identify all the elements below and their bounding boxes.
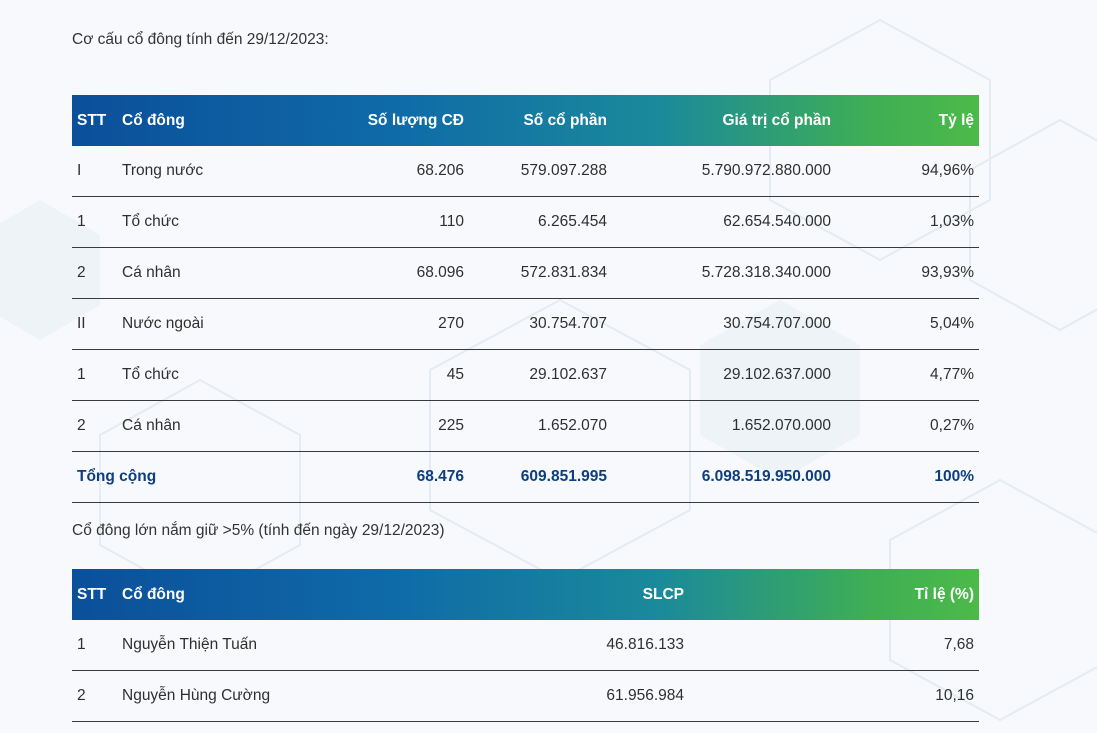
cell-count: 68.096 [277, 247, 469, 299]
cell-shareholder: Cá nhân [117, 400, 277, 452]
cell-ratio: 4,77% [836, 349, 979, 401]
cell-shareholder: Nguyễn Thiện Tuấn [117, 620, 357, 671]
cell-stt: 2 [72, 670, 117, 722]
table-row: I Trong nước 68.206 579.097.288 5.790.97… [72, 146, 979, 197]
cell-count: 68.476 [277, 451, 469, 503]
table-total-row: Tổng cộng 68.476 609.851.995 6.098.519.9… [72, 451, 979, 503]
cell-ratio: 5,04% [836, 298, 979, 350]
cell-shareholder: Nguyễn Hùng Cường [117, 670, 357, 722]
cell-ratio: 7,68 [689, 620, 979, 671]
cell-shares: 6.265.454 [469, 196, 612, 248]
cell-stt: II [72, 298, 117, 350]
cell-shares: 579.097.288 [469, 146, 612, 197]
cell-ratio: 94,96% [836, 146, 979, 197]
cell-value: 5.790.972.880.000 [612, 146, 836, 197]
major-shareholders-caption: Cổ đông lớn nắm giữ >5% (tính đến ngày 2… [72, 522, 445, 539]
cell-ratio: 0,27% [836, 400, 979, 452]
cell-shareholder: Trong nước [117, 146, 277, 197]
table-row: 1 Tổ chức 110 6.265.454 62.654.540.000 1… [72, 196, 979, 248]
cell-ratio: 100% [836, 451, 979, 503]
cell-shares: 1.652.070 [469, 400, 612, 452]
col-header-share-value: Giá trị cổ phần [722, 111, 831, 129]
cell-count: 270 [277, 298, 469, 350]
col-header-shareholder-count: Số lượng CĐ [367, 111, 464, 129]
cell-value: 62.654.540.000 [612, 196, 836, 248]
col-header-shares: Số cổ phần [523, 111, 607, 129]
cell-count: 68.206 [277, 146, 469, 197]
col-header-ratio-percent: Tỉ lệ (%) [914, 585, 974, 603]
table-row: 2 Nguyễn Hùng Cường 61.956.984 10,16 [72, 670, 979, 722]
col-header-stt: STT [77, 111, 107, 129]
cell-shares: 572.831.834 [469, 247, 612, 299]
cell-value: 6.098.519.950.000 [612, 451, 836, 503]
cell-shares: 609.851.995 [469, 451, 612, 503]
cell-shareholder: Tổ chức [117, 349, 277, 401]
table-header-row: STT Cổ đông SLCP Tỉ lệ (%) [72, 569, 979, 620]
cell-value: 5.728.318.340.000 [612, 247, 836, 299]
col-header-stt: STT [77, 585, 107, 603]
cell-slcp: 61.956.984 [357, 670, 689, 722]
table-header-row: STT Cổ đông Số lượng CĐ Số cổ phần Giá t… [72, 95, 979, 146]
cell-shareholder: Cá nhân [117, 247, 277, 299]
cell-stt: 1 [72, 620, 117, 671]
cell-value: 1.652.070.000 [612, 400, 836, 452]
cell-count: 225 [277, 400, 469, 452]
col-header-slcp: SLCP [642, 585, 684, 603]
cell-stt: 1 [72, 196, 117, 248]
cell-shareholder: Nước ngoài [117, 298, 277, 350]
cell-shareholder: Tổ chức [117, 196, 277, 248]
shareholder-structure-table: STT Cổ đông Số lượng CĐ Số cổ phần Giá t… [72, 95, 979, 503]
cell-shares: 30.754.707 [469, 298, 612, 350]
cell-ratio: 93,93% [836, 247, 979, 299]
table-row: 2 Cá nhân 68.096 572.831.834 5.728.318.3… [72, 247, 979, 299]
cell-stt: 2 [72, 400, 117, 452]
table-row: 1 Nguyễn Thiện Tuấn 46.816.133 7,68 [72, 620, 979, 671]
cell-total-label: Tổng cộng [72, 451, 277, 503]
cell-count: 110 [277, 196, 469, 248]
table-row: 2 Cá nhân 225 1.652.070 1.652.070.000 0,… [72, 400, 979, 452]
table-row: 1 Tổ chức 45 29.102.637 29.102.637.000 4… [72, 349, 979, 401]
shareholder-structure-caption: Cơ cấu cổ đông tính đến 29/12/2023: [72, 31, 329, 48]
cell-stt: 1 [72, 349, 117, 401]
cell-ratio: 1,03% [836, 196, 979, 248]
cell-shares: 29.102.637 [469, 349, 612, 401]
col-header-ratio: Tỷ lệ [938, 111, 974, 129]
cell-stt: I [72, 146, 117, 197]
major-shareholders-table: STT Cổ đông SLCP Tỉ lệ (%) 1 Nguyễn Thiệ… [72, 569, 979, 722]
col-header-shareholder: Cổ đông [122, 111, 185, 129]
cell-stt: 2 [72, 247, 117, 299]
cell-value: 29.102.637.000 [612, 349, 836, 401]
cell-value: 30.754.707.000 [612, 298, 836, 350]
table-row: II Nước ngoài 270 30.754.707 30.754.707.… [72, 298, 979, 350]
cell-ratio: 10,16 [689, 670, 979, 722]
cell-count: 45 [277, 349, 469, 401]
cell-slcp: 46.816.133 [357, 620, 689, 671]
col-header-shareholder: Cổ đông [122, 585, 185, 603]
